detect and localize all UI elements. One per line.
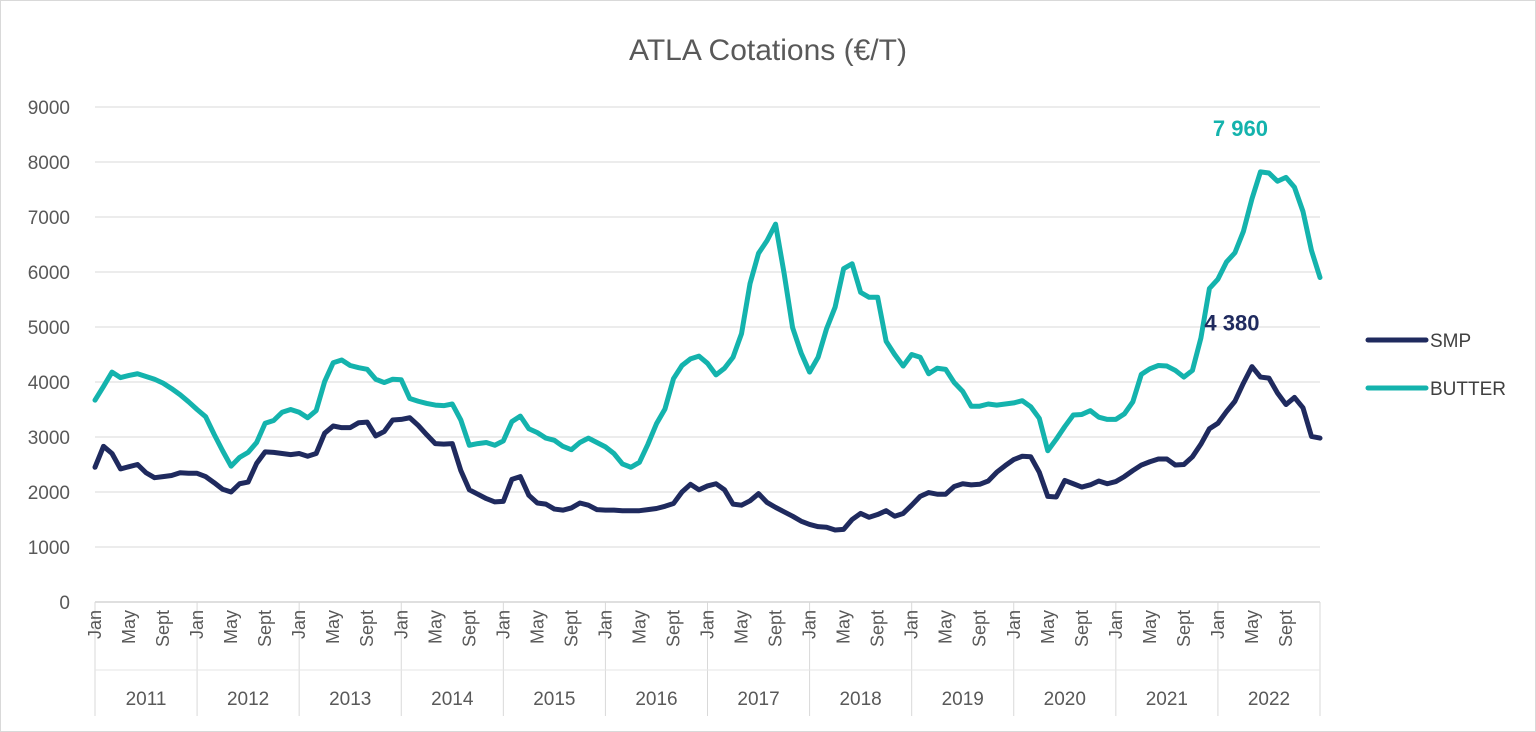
legend: SMP BUTTER: [1365, 331, 1506, 400]
year-label: 2017: [737, 689, 779, 710]
x-tick-label: Sept: [663, 610, 683, 647]
x-tick-label: Sept: [357, 610, 377, 647]
year-label: 2012: [227, 689, 269, 710]
x-tick-label: May: [1038, 610, 1058, 644]
x-axis: Jan May Sept 2011 Jan May Sept 2012 Jan May Sept 20…: [85, 601, 1321, 716]
x-tick-label: Jan: [698, 610, 718, 639]
year-label: 2019: [942, 689, 984, 710]
x-tick-label: Sept: [459, 610, 479, 647]
x-tick-label: May: [1242, 610, 1262, 644]
legend-label-smp: SMP: [1430, 331, 1471, 352]
y-tick-label: 1000: [28, 538, 70, 559]
x-tick-label: Sept: [255, 610, 275, 647]
gridlines: [95, 106, 1320, 603]
year-label: 2011: [126, 689, 167, 710]
x-tick-label: Jan: [1004, 610, 1024, 639]
data-annotations: 7 960 4 380: [1204, 116, 1268, 336]
annotation-butter: 7 960: [1213, 116, 1268, 141]
x-tick-label: Jan: [85, 610, 105, 639]
x-tick-label: May: [119, 610, 139, 644]
series-line-smp: [92, 364, 1323, 533]
x-tick-label: Jan: [391, 610, 411, 639]
y-tick-label: 7000: [28, 208, 70, 229]
y-tick-label: 0: [59, 593, 70, 614]
x-tick-label: May: [527, 610, 547, 644]
series-line-butter: [92, 169, 1323, 470]
year-label: 2018: [839, 689, 881, 710]
x-tick-label: Sept: [868, 610, 888, 647]
x-tick-label: Sept: [1276, 610, 1296, 647]
x-tick-label: Sept: [561, 610, 581, 647]
x-tick-label: Jan: [902, 610, 922, 639]
year-label: 2020: [1044, 689, 1086, 710]
x-tick-label: Sept: [1174, 610, 1194, 647]
x-tick-label: May: [221, 610, 241, 644]
series-lines: [92, 169, 1323, 533]
year-label: 2015: [533, 689, 575, 710]
x-tick-label: Jan: [595, 610, 615, 639]
y-tick-label: 6000: [28, 263, 70, 284]
x-tick-label: May: [936, 610, 956, 644]
x-tick-label: Jan: [187, 610, 207, 639]
x-tick-label: Sept: [153, 610, 173, 647]
x-tick-label: Jan: [289, 610, 309, 639]
x-tick-label: Jan: [1106, 610, 1126, 639]
year-label: 2013: [329, 689, 371, 710]
y-tick-label: 8000: [28, 153, 70, 174]
x-tick-label: Sept: [970, 610, 990, 647]
y-tick-label: 3000: [28, 428, 70, 449]
x-tick-label: Sept: [766, 610, 786, 647]
y-tick-label: 9000: [28, 98, 70, 119]
y-tick-label: 2000: [28, 483, 70, 504]
y-tick-label: 4000: [28, 373, 70, 394]
year-label: 2016: [635, 689, 677, 710]
year-label: 2014: [431, 689, 474, 710]
x-tick-label: May: [1140, 610, 1160, 644]
x-tick-label: Sept: [1072, 610, 1092, 647]
y-tick-label: 5000: [28, 318, 70, 339]
x-tick-label: May: [834, 610, 854, 644]
x-tick-label: May: [425, 610, 445, 644]
annotation-smp: 4 380: [1204, 311, 1259, 336]
year-label: 2021: [1146, 689, 1188, 710]
x-tick-label: May: [323, 610, 343, 644]
x-tick-label: Jan: [800, 610, 820, 639]
x-tick-label: May: [732, 610, 752, 644]
x-tick-label: Jan: [1208, 610, 1228, 639]
chart-title: ATLA Cotations (€/T): [629, 34, 907, 67]
year-label: 2022: [1248, 689, 1290, 710]
y-axis: 0 1000 2000 3000 4000 5000 6000 7000 8000 9000: [28, 98, 70, 614]
x-tick-label: May: [629, 610, 649, 644]
x-tick-label: Jan: [493, 610, 513, 639]
legend-label-butter: BUTTER: [1430, 379, 1506, 400]
